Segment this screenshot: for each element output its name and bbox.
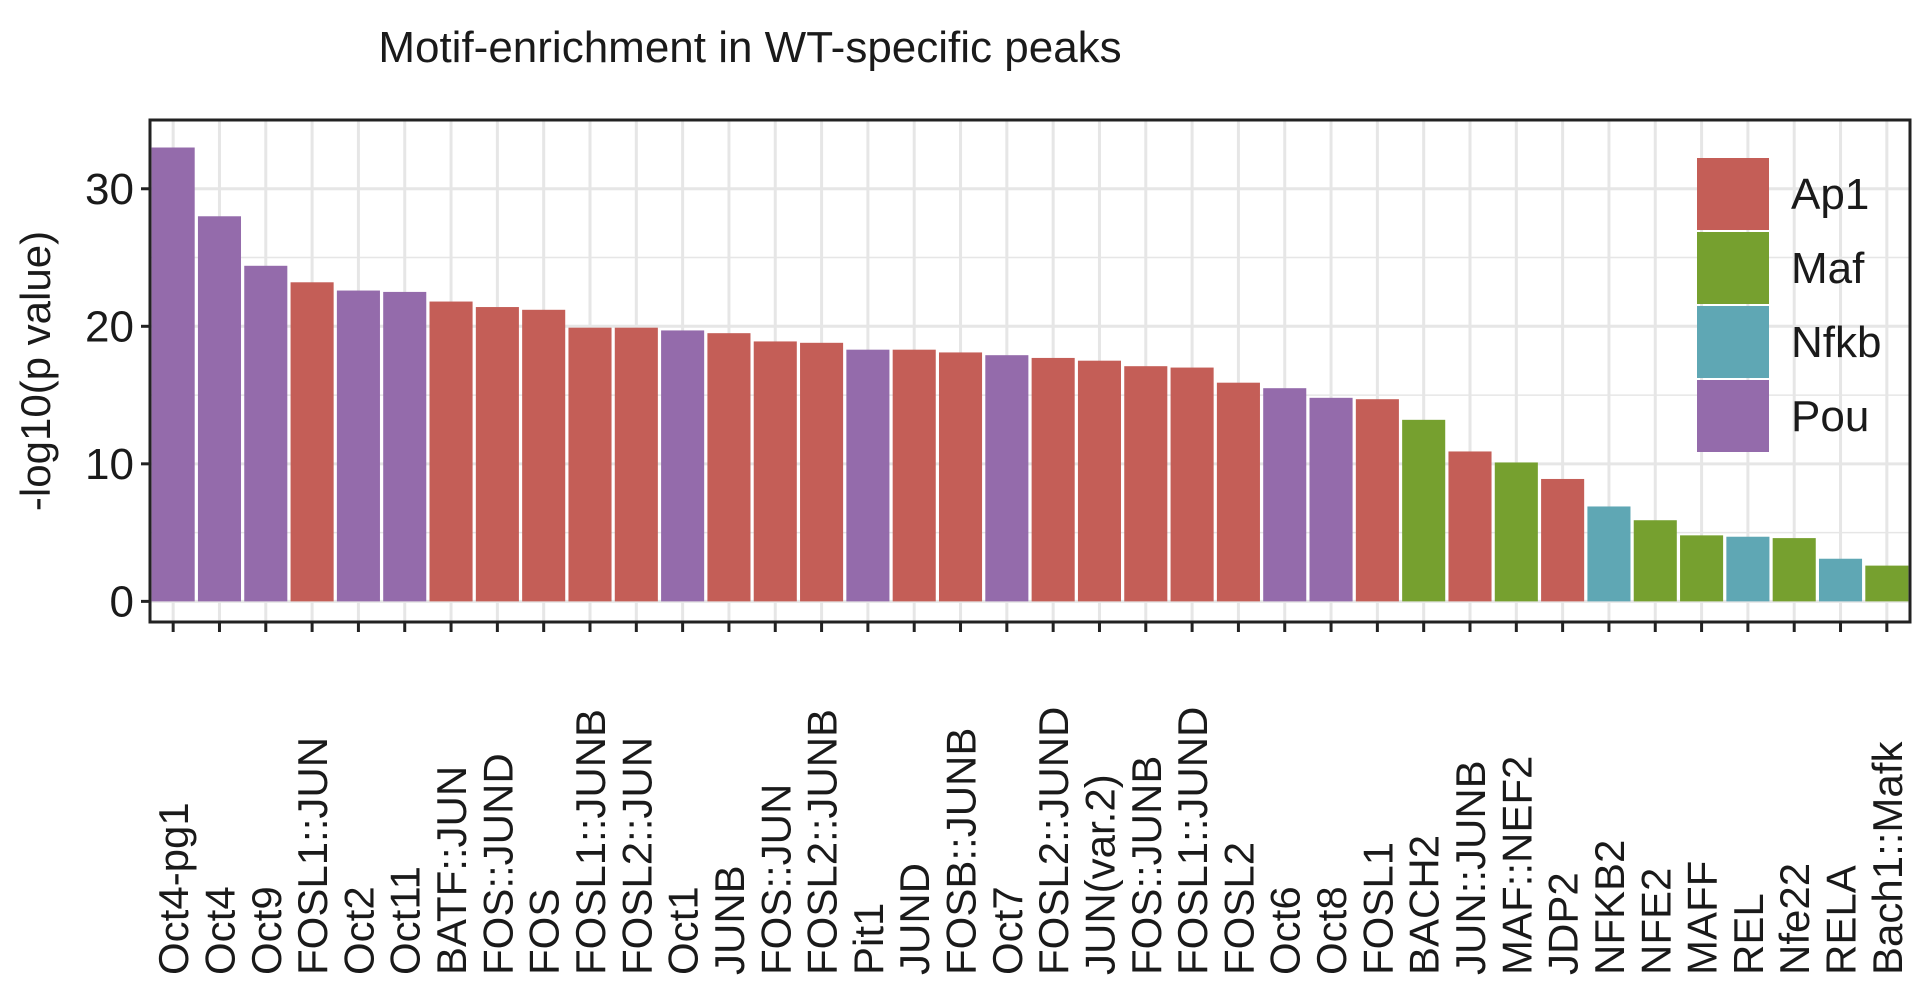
x-tick-label: FOSL2::JUN (613, 737, 660, 975)
x-tick-label: Oct6 (1262, 886, 1309, 975)
x-tick-label: JDP2 (1540, 872, 1587, 975)
bar (1031, 357, 1075, 602)
bar (1541, 478, 1585, 602)
x-tick-label: MAF::NEF2 (1493, 756, 1540, 975)
bar (151, 147, 195, 602)
bars (151, 147, 1909, 602)
x-tick-label: JUND (891, 863, 938, 975)
x-tick-label: FOSL1::JUND (1169, 707, 1216, 975)
bar (1355, 399, 1399, 602)
bar (244, 265, 288, 602)
bar (475, 307, 519, 602)
x-tick-label: FOSL1::JUNB (567, 709, 614, 975)
legend-swatch (1697, 232, 1769, 304)
x-tick-label: Oct4-pg1 (150, 802, 197, 975)
bar (1726, 536, 1770, 602)
chart-title: Motif-enrichment in WT-specific peaks (378, 23, 1121, 72)
bar (522, 309, 566, 602)
x-tick-label: Oct9 (243, 886, 290, 975)
x-tick-label: FOSL2::JUNB (799, 709, 846, 975)
x-tick-label: FOSL1 (1354, 842, 1401, 975)
bar (336, 290, 380, 602)
x-tick-label: BACH2 (1401, 835, 1448, 975)
x-tick-label: NFE2 (1632, 868, 1679, 975)
bar (614, 327, 658, 602)
bar (707, 333, 751, 602)
bar (1170, 367, 1214, 602)
x-tick-label: RELA (1818, 865, 1865, 975)
legend-label: Pou (1791, 392, 1869, 441)
x-tick-label: MAFF (1679, 861, 1726, 975)
bar (753, 341, 797, 602)
bar (290, 282, 334, 602)
bar (1216, 382, 1260, 602)
y-tick-label: 20 (85, 302, 134, 351)
x-tick-label: Oct4 (196, 886, 243, 975)
bar (985, 355, 1029, 602)
x-tick-label: NFKB2 (1586, 840, 1633, 975)
x-tick-label: Oct1 (660, 886, 707, 975)
bar (1448, 451, 1492, 602)
legend-swatch (1697, 158, 1769, 230)
bar (1494, 462, 1538, 602)
bar (1633, 520, 1677, 602)
x-tick-label: FOSB::JUNB (938, 728, 985, 975)
x-tick-label: Oct2 (335, 886, 382, 975)
x-tick-label: Pit1 (845, 903, 892, 975)
bar (1077, 360, 1122, 602)
bar (1772, 538, 1816, 602)
x-tick-label: FOS::JUNB (1123, 756, 1170, 975)
bar (1124, 366, 1168, 602)
bar (846, 349, 890, 602)
bar (1402, 419, 1446, 602)
x-tick-label: REL (1725, 893, 1772, 975)
legend-label: Nfkb (1791, 318, 1881, 367)
bar (661, 330, 705, 602)
y-tick-label: 30 (85, 165, 134, 214)
x-tick-label: Oct11 (382, 866, 429, 975)
legend-label: Ap1 (1791, 170, 1869, 219)
legend-swatch (1697, 306, 1769, 378)
legend-label: Maf (1791, 244, 1865, 293)
plot-border (148, 118, 1912, 624)
bar (1309, 397, 1353, 602)
x-tick-label: FOSL1::JUN (289, 737, 336, 975)
x-tick-label: Bach1::Mafk (1864, 741, 1911, 975)
bar (892, 349, 936, 602)
bar (197, 216, 242, 602)
y-tick-label: 0 (110, 577, 134, 626)
bar (1587, 506, 1631, 602)
x-tick-label: JUNB (706, 865, 753, 975)
x-tick-label: Nfe22 (1771, 863, 1818, 975)
legend-swatch (1697, 380, 1769, 452)
bar (568, 327, 612, 602)
x-tick-label: FOS::JUN (752, 784, 799, 975)
x-tick-label: JUN::JUNB (1447, 760, 1494, 975)
y-tick-label: 10 (85, 440, 134, 489)
bar (800, 342, 844, 602)
legend: Ap1 Maf Nfkb Pou (1697, 158, 1881, 452)
x-tick-label: Oct7 (984, 886, 1031, 975)
bar (938, 352, 983, 602)
x-tick-label: BATF::JUN (428, 766, 475, 975)
bar (383, 291, 427, 602)
bar (1865, 565, 1909, 602)
x-tick-label: JUN(var.2) (1076, 774, 1123, 975)
x-tick-label: FOS::JUND (474, 753, 521, 975)
bar (1263, 388, 1307, 602)
bar (429, 301, 473, 602)
x-tick-label: Oct8 (1308, 886, 1355, 975)
y-axis-label: -log10(p value) (12, 231, 59, 511)
x-tick-label: FOS (521, 889, 568, 975)
bar (1680, 535, 1724, 602)
bar (1818, 558, 1863, 602)
x-tick-label: FOSL2 (1215, 842, 1262, 975)
x-tick-label: FOSL2::JUND (1030, 707, 1077, 975)
